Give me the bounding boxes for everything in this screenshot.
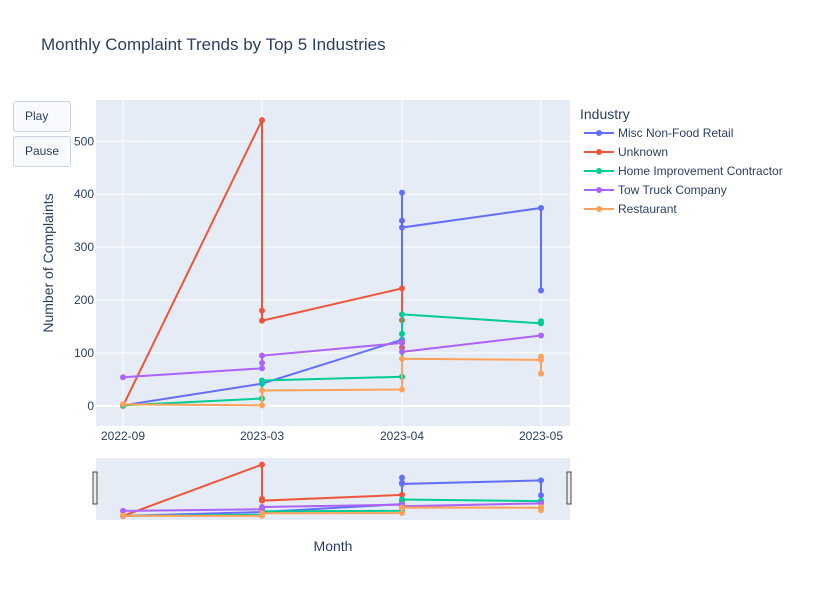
data-point[interactable] xyxy=(259,352,265,359)
legend-label: Home Improvement Contractor xyxy=(618,164,783,178)
data-point[interactable] xyxy=(259,377,265,384)
play-button[interactable]: Play xyxy=(13,101,71,132)
rangeslider-point xyxy=(259,510,265,517)
x-axis-label: Month xyxy=(314,538,353,554)
legend-marker xyxy=(596,168,602,174)
y-tick-label: 300 xyxy=(74,240,94,254)
legend-marker xyxy=(596,130,602,136)
y-tick-label: 100 xyxy=(74,346,94,360)
legend-marker xyxy=(596,206,602,212)
y-axis-label: Number of Complaints xyxy=(40,193,56,332)
data-point[interactable] xyxy=(399,339,405,346)
y-tick-labels: 0 100 200 300 400 500 xyxy=(74,134,94,413)
data-point[interactable] xyxy=(399,311,405,318)
rangeslider-point xyxy=(538,507,544,514)
data-point[interactable] xyxy=(538,318,544,325)
legend-item[interactable]: Tow Truck Company xyxy=(584,183,727,197)
legend-item[interactable]: Home Improvement Contractor xyxy=(584,164,783,178)
legend-item[interactable]: Unknown xyxy=(584,145,668,159)
data-point[interactable] xyxy=(399,217,405,224)
rangeslider-point xyxy=(120,507,126,514)
data-point[interactable] xyxy=(399,285,405,292)
y-tick-label: 400 xyxy=(74,187,94,201)
legend-marker xyxy=(596,149,602,155)
series-rangeslider xyxy=(120,461,544,519)
data-point[interactable] xyxy=(259,360,265,367)
pause-button[interactable]: Pause xyxy=(13,136,71,167)
data-point[interactable] xyxy=(259,307,265,314)
x-tick-label: 2022-09 xyxy=(101,429,145,443)
rangeslider-point xyxy=(538,492,544,499)
rangeslider-left-handle[interactable] xyxy=(92,471,98,505)
data-point[interactable] xyxy=(538,287,544,294)
data-point[interactable] xyxy=(538,370,544,377)
series-line xyxy=(122,192,542,407)
rangeslider-point xyxy=(399,474,405,481)
data-point[interactable] xyxy=(538,353,544,360)
rangeslider-right-handle[interactable] xyxy=(566,471,572,505)
data-point[interactable] xyxy=(399,348,405,355)
data-point[interactable] xyxy=(259,117,265,124)
legend-label: Misc Non-Food Retail xyxy=(618,126,733,140)
x-tick-label: 2023-03 xyxy=(240,429,284,443)
y-tick-label: 500 xyxy=(74,134,94,148)
rangeslider-point xyxy=(399,480,405,487)
rangeslider-point xyxy=(259,503,265,510)
data-point[interactable] xyxy=(399,330,405,337)
legend-marker xyxy=(596,187,602,193)
rangeslider-point xyxy=(259,461,265,468)
data-point[interactable] xyxy=(399,189,405,196)
x-tick-label: 2023-05 xyxy=(519,429,563,443)
legend-label: Unknown xyxy=(618,145,668,159)
legend-label: Restaurant xyxy=(618,202,677,216)
y-tick-label: 0 xyxy=(87,399,94,413)
rangeslider-point xyxy=(538,477,544,484)
rangeslider-point xyxy=(399,491,405,498)
chart-title: Monthly Complaint Trends by Top 5 Indust… xyxy=(41,35,386,54)
legend-title: Industry xyxy=(580,106,630,122)
rangeslider-point xyxy=(399,504,405,511)
data-point[interactable] xyxy=(259,365,265,372)
data-point[interactable] xyxy=(120,374,126,381)
legend: Misc Non-Food Retail Unknown Home Improvem… xyxy=(584,126,783,216)
series-main xyxy=(120,117,544,409)
legend-label: Tow Truck Company xyxy=(618,183,727,197)
rangeslider-point xyxy=(120,512,126,519)
plot-area xyxy=(96,100,570,426)
rangeslider-point xyxy=(399,510,405,517)
x-tick-labels: 2022-09 2023-03 2023-04 2023-05 xyxy=(101,429,563,443)
data-point[interactable] xyxy=(399,355,405,362)
data-point[interactable] xyxy=(538,204,544,211)
y-tick-label: 200 xyxy=(74,293,94,307)
data-point[interactable] xyxy=(259,402,265,409)
rangeslider-point xyxy=(399,496,405,503)
x-tick-label: 2023-04 xyxy=(380,429,424,443)
data-point[interactable] xyxy=(538,332,544,339)
legend-item[interactable]: Misc Non-Food Retail xyxy=(584,126,733,140)
data-point[interactable] xyxy=(120,401,126,408)
data-point[interactable] xyxy=(399,386,405,393)
data-point[interactable] xyxy=(399,224,405,231)
data-point[interactable] xyxy=(259,387,265,394)
rangeslider-point xyxy=(259,497,265,504)
data-point[interactable] xyxy=(259,317,265,324)
legend-item[interactable]: Restaurant xyxy=(584,202,677,216)
